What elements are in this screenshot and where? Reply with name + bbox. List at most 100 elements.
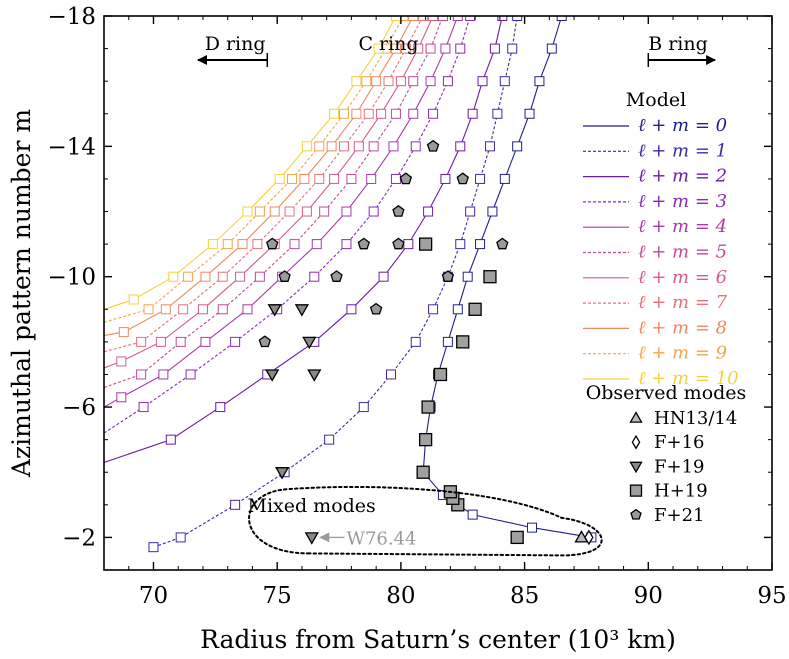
y-tick-label-4: −18 <box>47 4 96 30</box>
observed-square-0 <box>510 530 524 545</box>
y-tick-label-0: −2 <box>62 525 96 551</box>
model-point-8-8 <box>351 108 362 119</box>
model-point-2-12 <box>477 76 488 87</box>
legend-marker-2 <box>629 461 643 474</box>
mixed-modes-enclosure <box>248 485 603 557</box>
model-point-4-10 <box>408 108 419 119</box>
model-point-4-4 <box>242 304 253 315</box>
model-point-4-2 <box>158 369 169 380</box>
legend-marker-1 <box>631 434 641 450</box>
observed-square-8 <box>456 335 470 349</box>
model-point-8-4 <box>237 239 248 250</box>
model-point-1-8 <box>428 304 439 315</box>
observed-pentagon-3 <box>330 270 343 282</box>
observed-triangle-down-6 <box>294 304 310 317</box>
model-point-10-4 <box>242 206 253 217</box>
x-tick-label-5: 95 <box>757 583 786 609</box>
model-point-6-3 <box>197 304 208 315</box>
y-tick-label-2: −10 <box>47 265 96 291</box>
model-point-1-14 <box>492 108 503 119</box>
model-point-7-8 <box>363 108 374 119</box>
model-point-6-1 <box>116 356 127 367</box>
model-point-5-8 <box>368 141 379 152</box>
observed-pentagon-9 <box>392 204 405 217</box>
model-curves <box>104 16 597 553</box>
model-point-1-12 <box>475 173 486 184</box>
observed-pentagon-7 <box>392 237 405 250</box>
model-point-1-7 <box>410 336 421 347</box>
observed-triangle-down-4 <box>302 336 317 350</box>
legend-marker-3 <box>629 484 643 497</box>
model-point-10-7 <box>329 108 340 119</box>
model-point-9-2 <box>183 271 194 282</box>
model-line-1 <box>153 16 518 548</box>
model-point-1-1 <box>175 532 186 543</box>
model-point-8-7 <box>326 141 337 152</box>
legend-model-label-3: ℓ + m = 3 <box>638 191 727 212</box>
model-point-9-7 <box>338 108 349 119</box>
observed-triangle-down-0 <box>304 532 319 545</box>
legend-model-title: Model <box>626 89 686 111</box>
model-point-1-4 <box>324 434 335 445</box>
model-point-8-10 <box>390 43 401 54</box>
model-point-6-11 <box>413 43 424 54</box>
model-point-5-7 <box>346 173 357 184</box>
legend-model-label-0: ℓ + m = 0 <box>638 115 727 136</box>
model-point-7-1 <box>136 336 147 347</box>
model-point-0-9 <box>452 304 463 315</box>
model-point-10-1 <box>128 294 139 305</box>
model-point-6-8 <box>353 141 364 152</box>
observed-triangle-down-2 <box>265 369 280 382</box>
model-point-3-9 <box>410 141 421 152</box>
model-line-2 <box>104 16 503 464</box>
model-point-3-6 <box>341 239 352 250</box>
legend-model-label-8: ℓ + m = 8 <box>638 317 727 338</box>
model-point-7-10 <box>400 43 411 54</box>
model-point-8-9 <box>371 76 382 87</box>
model-point-4-6 <box>311 239 322 250</box>
x-tick-label-1: 75 <box>263 583 292 609</box>
observed-pentagon-4 <box>441 270 455 282</box>
model-point-5-5 <box>289 239 300 250</box>
observed-triangle-down-5 <box>267 304 282 317</box>
observed-triangle-down-3 <box>307 369 322 382</box>
model-point-6-10 <box>395 76 406 87</box>
observed-pentagon-6 <box>357 237 370 250</box>
x-tick-label-3: 85 <box>510 583 539 609</box>
model-point-10-10 <box>390 16 401 21</box>
annotations: Mixed modes W76.44 D ring C ring B ring <box>197 33 717 557</box>
y-tick-label-1: −6 <box>62 395 96 421</box>
model-point-4-8 <box>366 173 377 184</box>
model-point-5-11 <box>425 43 436 54</box>
model-point-9-5 <box>287 173 298 184</box>
legend-observed-label-1: F+16 <box>654 432 704 453</box>
model-line-9 <box>104 16 404 323</box>
observed-square-4 <box>416 465 430 479</box>
model-point-8-3 <box>200 271 211 282</box>
model-point-3-2 <box>185 369 196 380</box>
observed-square-7 <box>433 367 448 382</box>
model-line-7 <box>104 16 424 353</box>
model-point-10-2 <box>168 271 179 282</box>
model-point-0-2 <box>467 509 478 520</box>
model-point-5-12 <box>437 16 448 21</box>
observed-pentagon-10 <box>399 172 413 185</box>
model-point-2-11 <box>467 108 478 119</box>
model-point-7-11 <box>418 16 429 21</box>
model-point-3-7 <box>368 206 379 217</box>
legend-observed-title: Observed modes <box>586 382 747 404</box>
model-point-2-10 <box>455 141 466 152</box>
model-point-3-12 <box>455 43 466 54</box>
legend-observed-label-4: F+21 <box>654 505 704 526</box>
model-point-5-6 <box>319 206 330 217</box>
model-point-0-17 <box>546 43 557 54</box>
model-point-1-13 <box>484 141 495 152</box>
ring-label-2: B ring <box>648 33 708 55</box>
model-point-1-11 <box>465 206 476 217</box>
model-point-4-9 <box>388 141 399 152</box>
model-point-2-13 <box>489 43 500 54</box>
model-point-2-8 <box>423 206 434 217</box>
model-point-3-10 <box>428 108 439 119</box>
model-point-0-13 <box>499 173 510 184</box>
model-point-1-0 <box>148 542 159 553</box>
